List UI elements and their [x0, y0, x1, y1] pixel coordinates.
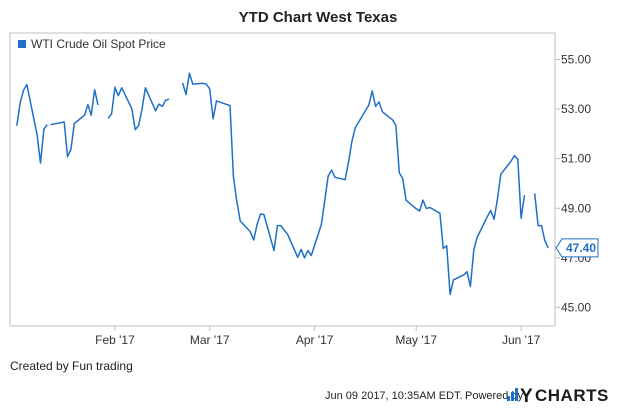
- last-value-marker: 47.40: [555, 238, 599, 258]
- y-tick-label: 53.00: [561, 102, 591, 116]
- series-line-segment-1[interactable]: [16, 83, 48, 164]
- series-line-segment-4[interactable]: [181, 72, 526, 296]
- series-line-segment-5[interactable]: [533, 193, 549, 249]
- x-tick-label: May '17: [395, 333, 437, 347]
- last-value-box: [555, 238, 599, 258]
- ycharts-logo-y: Y: [520, 386, 533, 407]
- y-tick-label: 45.00: [561, 300, 591, 314]
- y-tick-label: 49.00: [561, 201, 591, 215]
- x-tick-label: Feb '17: [95, 333, 135, 347]
- ycharts-logo-text: CHARTS: [535, 386, 609, 405]
- ycharts-logo-bar-3: [515, 388, 518, 401]
- ycharts-logo-bar-2: [511, 392, 514, 401]
- footer-powered-by: Powered by: [465, 390, 524, 402]
- legend-swatch: [18, 40, 26, 48]
- x-axis: Feb '17 Mar '17 Apr '17 May '17 Jun '17: [95, 326, 541, 347]
- ycharts-logo-bar-1: [507, 396, 510, 401]
- footer-timestamp: Jun 09 2017, 10:35AM EDT.: [325, 390, 463, 402]
- series-line-segment-3[interactable]: [107, 86, 170, 131]
- y-tick-label: 55.00: [561, 53, 591, 67]
- legend[interactable]: WTI Crude Oil Spot Price: [18, 37, 166, 51]
- x-tick-label: Mar '17: [190, 333, 230, 347]
- chart-title: YTD Chart West Texas: [239, 9, 398, 26]
- series-wti-crude-oil[interactable]: [16, 72, 549, 296]
- x-tick-label: Apr '17: [296, 333, 334, 347]
- credit-text: Created by Fun trading: [10, 359, 133, 373]
- series-line-segment-2[interactable]: [50, 89, 99, 158]
- last-value-label: 47.40: [566, 241, 596, 255]
- plot-frame: [9, 32, 556, 327]
- y-tick-label: 51.00: [561, 152, 591, 166]
- legend-label: WTI Crude Oil Spot Price: [31, 37, 166, 51]
- ycharts-logo[interactable]: Y CHARTS: [507, 386, 609, 407]
- x-tick-label: Jun '17: [502, 333, 541, 347]
